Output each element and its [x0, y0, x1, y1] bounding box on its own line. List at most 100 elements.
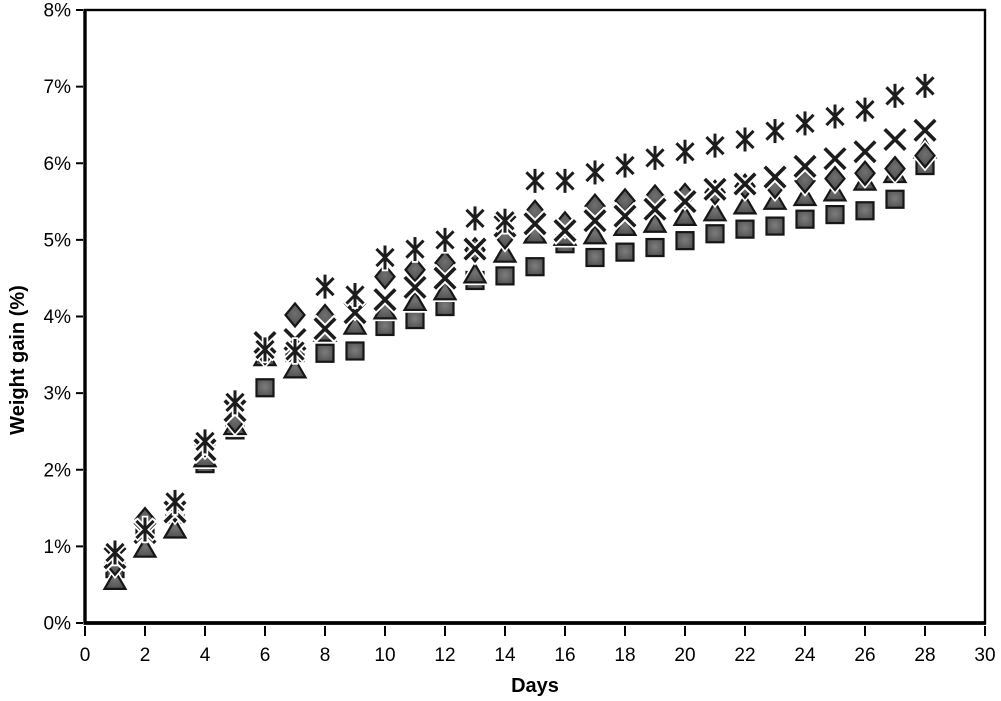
y-axis-ticks: 0% 1% 2% 3% 4% 5% 6% 7% 8%: [44, 1, 83, 635]
data-point-x-day-20: [670, 187, 700, 216]
data-point-x-day-25: [820, 144, 850, 173]
x-tick-label: 8: [320, 645, 331, 666]
data-point-x-day-27: [880, 125, 910, 154]
data-point-x-day-23: [760, 162, 790, 192]
data-point-x-day-13: [460, 234, 490, 264]
data-point-x-day-26: [850, 137, 880, 167]
data-point-asterisk-day-17: [582, 158, 608, 187]
data-point-asterisk-day-2: [132, 515, 158, 544]
x-tick-label: 18: [614, 645, 635, 666]
data-point-diamond-day-7: [281, 299, 309, 331]
x-axis-ticks: 0 2 4 6 8 10 12 14 16 18 20 22 24 26 28 30: [80, 626, 996, 666]
data-point-diamond-day-25: [821, 162, 849, 195]
data-point-triangle-day-12: [429, 275, 461, 302]
data-point-square-day-27: [883, 188, 907, 211]
x-tick-label: 22: [734, 645, 755, 666]
data-point-x-day-22: [730, 169, 760, 199]
x-tick-label: 24: [794, 645, 816, 666]
data-point-x-day-24: [790, 152, 820, 181]
y-tick-label: 4%: [44, 307, 72, 328]
data-point-triangle-day-1: [99, 565, 131, 592]
data-point-x-day-15: [520, 209, 550, 239]
data-point-x-day-16: [550, 216, 580, 245]
data-point-x-day-11: [400, 273, 430, 302]
x-tick-label: 0: [80, 645, 91, 666]
data-point-diamond-day-11: [401, 253, 429, 286]
y-axis-title: Weight gain (%): [7, 285, 29, 435]
x-tick-label: 2: [140, 645, 151, 666]
data-point-diamond-day-26: [851, 157, 879, 190]
data-point-asterisk-day-27: [882, 82, 908, 110]
data-point-asterisk-day-21: [702, 131, 728, 160]
x-tick-label: 4: [200, 645, 211, 666]
data-point-asterisk-day-19: [642, 144, 668, 172]
data-point-x-day-12: [430, 263, 460, 293]
data-point-x-day-21: [700, 174, 730, 204]
data-point-x-day-10: [370, 285, 400, 314]
data-point-square-day-8: [313, 342, 337, 365]
x-tick-label: 30: [974, 645, 995, 666]
data-point-triangle-day-17: [579, 219, 611, 247]
data-point-square-day-11: [403, 308, 427, 331]
data-point-triangle-day-2: [129, 533, 161, 560]
data-point-triangle-day-11: [399, 286, 431, 313]
data-point-triangle-day-21: [699, 196, 731, 224]
data-point-asterisk-day-11: [402, 235, 428, 263]
data-point-square-day-26: [853, 199, 877, 223]
data-point-triangle-day-19: [639, 208, 671, 235]
data-point-asterisk-day-13: [462, 204, 488, 233]
y-tick-label: 7%: [44, 77, 72, 98]
data-point-x-day-28: [910, 115, 940, 145]
x-axis-title: Days: [511, 675, 559, 697]
y-tick-label: 6%: [44, 154, 72, 175]
data-point-asterisk-day-3: [162, 488, 188, 516]
y-tick-label: 8%: [44, 1, 72, 22]
data-point-x-day-17: [580, 206, 610, 236]
data-point-asterisk-day-8: [312, 272, 338, 301]
data-point-asterisk-day-15: [522, 167, 548, 195]
x-tick-label: 14: [494, 645, 516, 666]
data-point-triangle-day-13: [459, 258, 491, 286]
data-point-asterisk-day-12: [432, 226, 458, 254]
x-tick-label: 12: [434, 645, 455, 666]
data-point-asterisk-day-7: [282, 337, 308, 365]
data-point-square-day-21: [703, 222, 727, 245]
data-point-x-day-9: [340, 298, 370, 327]
data-point-asterisk-day-4: [192, 427, 218, 456]
data-point-square-day-20: [673, 229, 697, 252]
data-point-asterisk-day-6: [252, 335, 278, 364]
data-point-asterisk-day-10: [372, 243, 398, 272]
data-point-diamond-day-10: [371, 260, 399, 293]
data-point-x-day-8: [310, 314, 340, 344]
data-point-square-day-19: [643, 236, 667, 259]
data-point-asterisk-day-16: [552, 167, 578, 195]
x-tick-label: 28: [914, 645, 935, 666]
data-point-asterisk-day-1: [102, 538, 128, 567]
data-point-square-day-17: [583, 246, 607, 269]
data-point-triangle-day-7: [279, 353, 311, 381]
series-asterisk: [102, 72, 938, 567]
data-point-asterisk-day-5: [222, 388, 248, 417]
y-tick-label: 5%: [44, 230, 72, 251]
data-point-x-day-19: [640, 194, 670, 224]
data-point-square-day-9: [343, 339, 367, 363]
data-point-triangle-day-3: [159, 514, 191, 541]
axes: [83, 8, 987, 625]
data-point-diamond-day-27: [881, 152, 909, 185]
x-tick-label: 26: [854, 645, 875, 666]
data-point-square-day-18: [613, 240, 637, 264]
x-tick-label: 10: [374, 645, 395, 666]
data-point-square-day-14: [493, 264, 517, 288]
data-point-asterisk-day-26: [852, 95, 878, 124]
data-point-asterisk-day-14: [492, 206, 518, 235]
y-tick-label: 3%: [44, 384, 72, 405]
y-tick-label: 0%: [44, 614, 72, 635]
data-point-asterisk-day-22: [732, 125, 758, 154]
x-tick-label: 6: [260, 645, 271, 666]
data-point-asterisk-day-9: [342, 281, 368, 309]
data-point-square-day-15: [523, 255, 547, 278]
data-point-asterisk-day-25: [822, 102, 848, 131]
data-point-square-day-23: [763, 214, 787, 238]
